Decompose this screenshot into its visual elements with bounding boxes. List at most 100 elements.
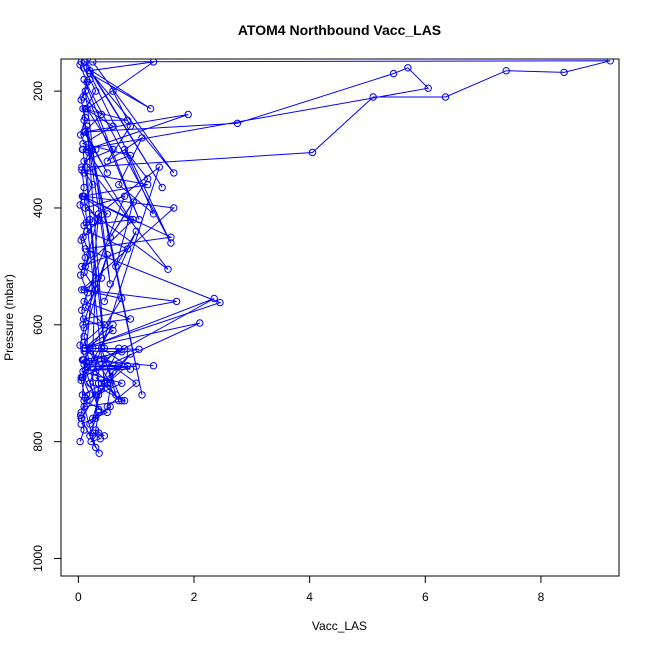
data-point: [424, 84, 432, 92]
data-point: [92, 145, 100, 154]
data-point: [389, 69, 398, 78]
data-point: [94, 429, 103, 437]
data-point: [103, 169, 112, 177]
data-point: [83, 105, 91, 113]
data-point: [120, 145, 129, 154]
data-point: [115, 362, 123, 370]
series-line-11: [103, 90, 154, 302]
y-axis-label: Pressure (mbar): [2, 274, 16, 361]
data-point: [76, 61, 84, 69]
data-point: [106, 402, 114, 411]
data-point: [106, 233, 114, 241]
data-point: [80, 332, 88, 341]
data-point: [118, 379, 126, 387]
data-point: [77, 411, 85, 420]
data-point: [170, 169, 178, 177]
data-point: [103, 402, 112, 411]
data-point: [92, 373, 100, 382]
data-point: [184, 110, 192, 119]
data-point: [106, 280, 114, 288]
x-tick-label: 2: [191, 590, 198, 604]
y-tick-label: 400: [31, 198, 45, 218]
data-point: [78, 166, 86, 174]
data-point: [118, 348, 126, 356]
y-axis: 200 400 600 800 1000: [31, 81, 62, 572]
data-point: [115, 180, 123, 189]
data-point: [146, 105, 155, 113]
data-point: [129, 198, 138, 206]
data-point: [126, 365, 135, 373]
x-tick-label: 4: [306, 590, 313, 604]
data-point: [233, 119, 242, 128]
data-point: [103, 379, 112, 387]
y-tick-label: 200: [31, 81, 45, 101]
data-point: [502, 67, 510, 75]
data-point: [76, 201, 84, 209]
data-point: [92, 443, 100, 452]
data-point: [138, 391, 146, 399]
data-point: [77, 236, 85, 244]
data-point: [80, 344, 88, 352]
x-axis: 0 2 4 6 8: [75, 575, 545, 604]
y-tick-label: 1000: [31, 545, 45, 572]
data-point: [86, 67, 94, 75]
data-point: [170, 204, 178, 212]
data-point: [149, 210, 158, 218]
data-point: [80, 347, 88, 355]
data-point: [81, 366, 90, 375]
data-point: [86, 420, 94, 428]
data-point: [132, 362, 140, 370]
data-point: [94, 215, 103, 224]
y-tick-label: 800: [31, 431, 45, 451]
x-tick-label: 6: [422, 590, 429, 604]
series-line-10: [86, 387, 111, 443]
data-point: [109, 87, 117, 95]
data-point: [441, 93, 450, 101]
series-line-8: [79, 64, 90, 442]
series-line-6: [81, 61, 169, 410]
data-point: [89, 59, 97, 66]
data-point: [404, 64, 412, 72]
data-point: [80, 324, 88, 332]
data-point: [172, 297, 181, 306]
chart-title: ATOM4 Northbound Vacc_LAS: [238, 22, 441, 38]
data-point: [118, 397, 126, 405]
data-point: [80, 426, 88, 434]
data-point: [135, 215, 143, 224]
data-point: [158, 183, 166, 192]
data-point: [155, 163, 164, 171]
data-point: [560, 68, 568, 77]
data-point: [308, 148, 317, 157]
data-point: [92, 286, 100, 294]
data-point: [126, 122, 135, 130]
data-point: [97, 110, 106, 119]
data-point: [100, 297, 109, 306]
data-point: [126, 350, 135, 358]
y-tick-label: 600: [31, 314, 45, 334]
data-point: [167, 239, 175, 247]
data-point: [112, 391, 120, 399]
data-point: [126, 315, 135, 323]
data-point: [89, 180, 97, 189]
data-point: [81, 253, 90, 262]
data-point: [76, 437, 84, 446]
x-tick-label: 0: [75, 590, 82, 604]
series-line-3: [81, 67, 430, 419]
data-point: [89, 414, 97, 422]
data-point: [79, 145, 87, 154]
data-point: [87, 437, 95, 446]
data-point: [82, 218, 91, 227]
data-point: [103, 251, 112, 259]
data-point: [77, 96, 85, 104]
data-point: [83, 289, 92, 297]
data-point: [196, 319, 204, 327]
data-point: [138, 134, 146, 142]
data-point: [85, 148, 93, 157]
data-point: [78, 306, 86, 314]
series-line-2: [84, 60, 611, 454]
data-point: [81, 245, 90, 253]
data-point: [216, 298, 224, 307]
series-line-12: [83, 347, 137, 371]
data-point: [606, 59, 614, 65]
